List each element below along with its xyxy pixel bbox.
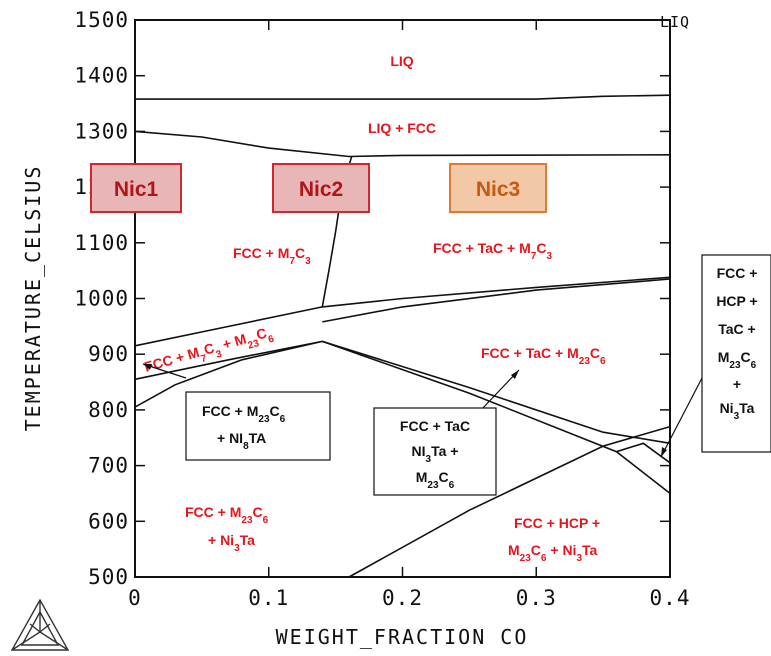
svg-text:FCC + TaC: FCC + TaC: [400, 418, 470, 434]
x-axis-title: WEIGHT_FRACTION CO: [276, 625, 529, 649]
x-tick-label: 0: [128, 586, 142, 610]
y-tick-label: 600: [88, 509, 129, 533]
region-liq-fcc: LIQ + FCC: [368, 120, 436, 136]
region-fcc-m23c6-ni3ta-line1: FCC + M23C6: [185, 504, 269, 526]
callout-ni8ta: FCC + M23C6 + NI8TA: [142, 363, 331, 461]
phase-boundary-line: [135, 94, 671, 100]
svg-text:TaC +: TaC +: [718, 321, 755, 337]
region-fcc-hcp-line2: M23C6 + Ni3Ta: [508, 542, 598, 564]
svg-text:NI3Ta +: NI3Ta +: [412, 443, 459, 465]
sample-box-nic3: Nic3: [449, 163, 547, 213]
svg-text:Nic2: Nic2: [299, 178, 343, 201]
svg-text:+: +: [733, 376, 741, 392]
svg-text:Ni3Ta: Ni3Ta: [720, 400, 755, 422]
x-tick-label: 0.1: [248, 586, 289, 610]
svg-text:Nic1: Nic1: [114, 178, 159, 201]
region-fcc-m23c6-ni3ta-line2: + Ni3Ta: [208, 532, 255, 554]
region-fcc-tac-m7c3: FCC + TaC + M7C3: [433, 240, 552, 262]
y-tick-label: 700: [88, 454, 129, 478]
y-tick-label: 500: [88, 565, 129, 589]
phase-boundary-line: [134, 276, 671, 347]
y-tick-label: 1000: [74, 287, 129, 311]
phase-boundary-line: [322, 278, 671, 323]
region-fcc-m7c3: FCC + M7C3: [233, 245, 311, 267]
sample-box-nic2: Nic2: [272, 163, 370, 213]
callout-tac-ni3ta: FCC + TaC NI3Ta + M23C6: [373, 369, 520, 496]
region-fcc-tac-m23c6: FCC + TaC + M23C6: [481, 345, 606, 367]
svg-text:HCP +: HCP +: [716, 293, 757, 309]
y-tick-label: 1400: [74, 64, 129, 88]
region-fcc-hcp-line1: FCC + HCP +: [514, 515, 600, 531]
phase-boundary-line: [134, 130, 671, 158]
callout-hcp: FCC + HCP + TaC + M23C6 + Ni3Ta: [660, 254, 771, 458]
top-right-liq-label: LIQ: [660, 13, 690, 31]
region-liq: LIQ: [390, 53, 413, 69]
svg-text:M23C6: M23C6: [416, 469, 455, 491]
phase-boundary-line: [134, 340, 323, 408]
thermocalc-logo-icon: [10, 598, 70, 651]
y-tick-label: 900: [88, 342, 129, 366]
y-tick-label: 800: [88, 398, 129, 422]
y-tick-labels: 500600700800900100011001200130014001500: [74, 8, 129, 589]
phase-boundary-line: [322, 340, 671, 445]
x-tick-label: 0.3: [516, 586, 557, 610]
svg-text:+ NI8TA: + NI8TA: [217, 430, 266, 452]
y-tick-label: 1100: [74, 231, 129, 255]
x-tick-label: 0.2: [382, 586, 423, 610]
svg-text:Nic3: Nic3: [476, 178, 520, 201]
y-axis-title: TEMPERATURE_CELSIUS: [21, 165, 45, 432]
x-tick-label: 0.4: [650, 586, 691, 610]
phase-boundary-line: [322, 340, 671, 495]
sample-box-nic1: Nic1: [90, 163, 182, 213]
svg-text:M23C6: M23C6: [718, 349, 757, 371]
svg-text:FCC + M23C6: FCC + M23C6: [202, 403, 286, 425]
y-tick-label: 1300: [74, 119, 129, 143]
svg-text:FCC +: FCC +: [717, 265, 758, 281]
y-tick-label: 1500: [74, 8, 129, 32]
phase-boundary-line: [134, 340, 323, 381]
phase-boundaries: [134, 94, 671, 578]
x-tick-labels: 0 0.1 0.2 0.3 0.4: [128, 586, 691, 610]
phase-boundary-line: [348, 425, 671, 578]
